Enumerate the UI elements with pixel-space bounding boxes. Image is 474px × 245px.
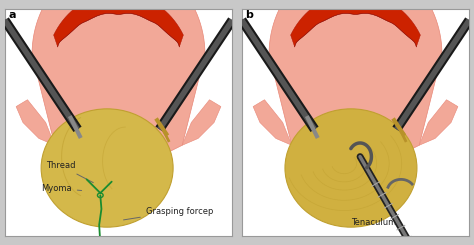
Polygon shape	[54, 0, 183, 47]
Text: b: b	[245, 10, 253, 20]
Text: Tenaculum: Tenaculum	[351, 213, 396, 227]
Text: a: a	[8, 10, 16, 20]
Ellipse shape	[285, 109, 417, 227]
Polygon shape	[182, 100, 221, 145]
Ellipse shape	[41, 109, 173, 227]
Polygon shape	[253, 100, 292, 145]
Polygon shape	[269, 0, 442, 157]
Polygon shape	[419, 100, 458, 145]
Text: Myoma: Myoma	[41, 184, 82, 193]
Text: Grasping forcep: Grasping forcep	[124, 207, 213, 220]
Polygon shape	[291, 0, 420, 47]
Text: Thread: Thread	[46, 161, 93, 183]
Polygon shape	[32, 0, 205, 157]
Polygon shape	[16, 100, 55, 145]
